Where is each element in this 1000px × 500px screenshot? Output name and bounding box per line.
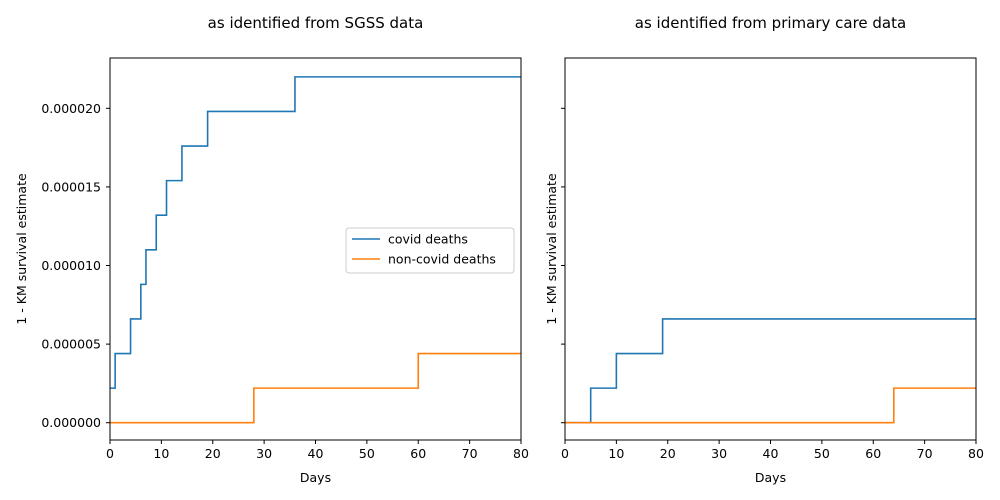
- x-tick-label: 40: [763, 446, 779, 461]
- series-line-series-1: [565, 318, 976, 424]
- y-tick-label: 0.000000: [41, 415, 101, 430]
- x-axis-label: Days: [755, 470, 786, 485]
- x-tick-label: 20: [660, 446, 676, 461]
- x-tick-label: 40: [308, 446, 324, 461]
- y-axis-label: 1 - KM survival estimate: [14, 173, 29, 325]
- y-tick-label: 0.000005: [41, 337, 101, 352]
- x-tick-label: 20: [205, 446, 221, 461]
- legend-label: covid deaths: [388, 232, 468, 247]
- y-tick-label: 0.000020: [41, 101, 101, 116]
- x-tick-label: 10: [608, 446, 624, 461]
- series-line-series-2: [565, 387, 976, 424]
- legend: covid deaths non-covid deaths: [345, 227, 515, 274]
- x-axis-label: Days: [300, 470, 331, 485]
- chart-title: as identified from SGSS data: [208, 14, 424, 32]
- chart-panel-1: as identified from SGSS data 0 10 20 30 40 50 6…: [14, 14, 529, 485]
- x-tick-label: 60: [865, 446, 881, 461]
- x-tick-label: 30: [256, 446, 272, 461]
- legend-label: non-covid deaths: [388, 252, 496, 267]
- y-tick-label: 0.000015: [41, 179, 101, 194]
- x-tick-label: 60: [410, 446, 426, 461]
- chart-title: as identified from primary care data: [635, 14, 906, 32]
- x-tick-label: 80: [513, 446, 529, 461]
- plot-frame: [564, 57, 977, 441]
- y-axis-label: 1 - KM survival estimate: [544, 173, 559, 325]
- x-tick-label: 80: [968, 446, 984, 461]
- series-line-covid-deaths: [110, 76, 521, 389]
- x-tick-label: 50: [359, 446, 375, 461]
- y-tick-label: 0.000010: [41, 258, 101, 273]
- x-tick-label: 70: [462, 446, 478, 461]
- x-tick-label: 0: [561, 446, 569, 461]
- x-tick-label: 0: [106, 446, 114, 461]
- legend-box: [345, 227, 515, 274]
- x-tick-label: 30: [711, 446, 727, 461]
- x-tick-label: 50: [814, 446, 830, 461]
- x-tick-label: 70: [917, 446, 933, 461]
- x-tick-label: 10: [153, 446, 169, 461]
- chart-panel-2: as identified from primary care data 0 10 2…: [544, 14, 984, 485]
- series-line-non-covid-deaths: [110, 352, 521, 424]
